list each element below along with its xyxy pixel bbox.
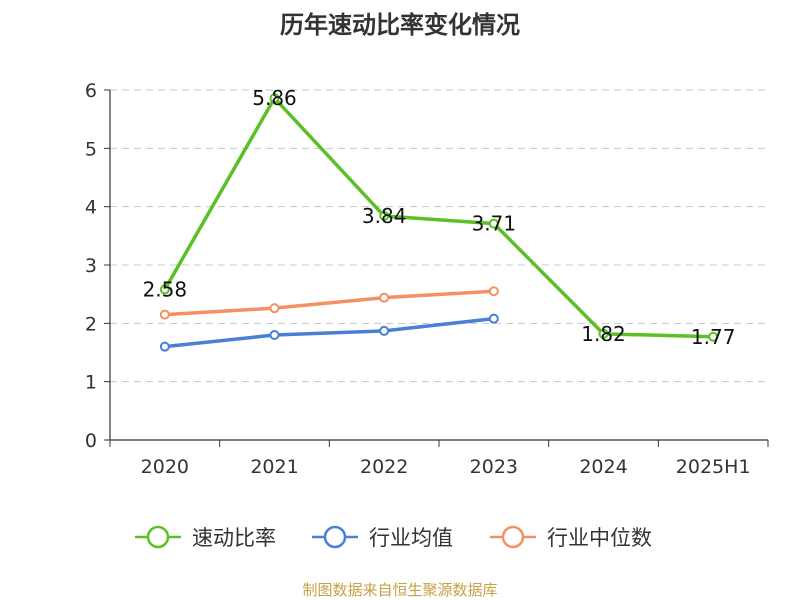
legend-label: 行业均值 bbox=[369, 526, 453, 550]
y-tick-label: 4 bbox=[85, 197, 97, 219]
data-label: 3.71 bbox=[472, 212, 517, 236]
data-point[interactable] bbox=[269, 330, 280, 340]
data-point[interactable] bbox=[488, 313, 499, 324]
data-point[interactable] bbox=[379, 292, 390, 303]
chart-title: 历年速动比率变化情况 bbox=[280, 11, 520, 39]
y-tick-label: 3 bbox=[85, 255, 97, 277]
data-point[interactable] bbox=[159, 284, 170, 295]
data-point[interactable] bbox=[708, 331, 719, 342]
grid-lines bbox=[110, 89, 768, 383]
legend-item-0[interactable]: 速动比率 bbox=[135, 525, 276, 550]
legend[interactable]: 速动比率 行业均值 行业中位数 bbox=[135, 525, 652, 550]
legend-label: 速动比率 bbox=[192, 526, 276, 550]
data-label: 2.58 bbox=[143, 278, 188, 302]
legend-marker bbox=[146, 525, 170, 549]
data-label: 1.82 bbox=[581, 322, 626, 346]
series-line-0 bbox=[163, 96, 714, 339]
series-lines bbox=[159, 93, 719, 352]
data-point[interactable] bbox=[379, 325, 390, 336]
data-label: 1.77 bbox=[691, 325, 736, 349]
x-tick-label: 2020 bbox=[141, 456, 189, 478]
data-label: 5.86 bbox=[252, 86, 297, 110]
series-line-1 bbox=[164, 316, 495, 349]
x-tick-label: 2024 bbox=[579, 456, 627, 478]
y-tick-label: 5 bbox=[85, 138, 97, 160]
legend-label: 行业中位数 bbox=[547, 526, 652, 550]
legend-marker bbox=[323, 525, 347, 549]
source-note: 制图数据来自恒生聚源数据库 bbox=[302, 581, 497, 599]
data-point[interactable] bbox=[488, 286, 499, 297]
y-tick-label: 6 bbox=[85, 80, 97, 102]
y-tick-label: 2 bbox=[85, 313, 97, 335]
data-point[interactable] bbox=[159, 309, 170, 320]
data-point[interactable] bbox=[598, 328, 609, 339]
data-label: 3.84 bbox=[362, 204, 407, 228]
data-point[interactable] bbox=[379, 211, 390, 221]
legend-item-1[interactable]: 行业均值 bbox=[312, 525, 453, 550]
data-point[interactable] bbox=[269, 93, 280, 104]
legend-marker bbox=[501, 525, 525, 549]
legend-item-2[interactable]: 行业中位数 bbox=[490, 525, 652, 550]
data-labels: 2.58 5.86 3.84 3.71 1.82 1.77 bbox=[143, 86, 736, 349]
y-tick-label: 1 bbox=[85, 372, 97, 394]
axes: 0 1 2 3 4 5 6 2020 2021 2022 2023 2024 2025H1 bbox=[85, 80, 769, 478]
series-line-2 bbox=[164, 289, 494, 317]
x-tick-label: 2021 bbox=[250, 456, 298, 478]
x-tick-label: 2023 bbox=[470, 456, 518, 478]
y-tick-label: 0 bbox=[85, 430, 97, 452]
data-point[interactable] bbox=[269, 303, 280, 314]
data-point[interactable] bbox=[159, 341, 170, 352]
x-tick-label: 2025H1 bbox=[676, 456, 751, 478]
x-tick-label: 2022 bbox=[360, 456, 408, 478]
data-point[interactable] bbox=[488, 218, 499, 229]
